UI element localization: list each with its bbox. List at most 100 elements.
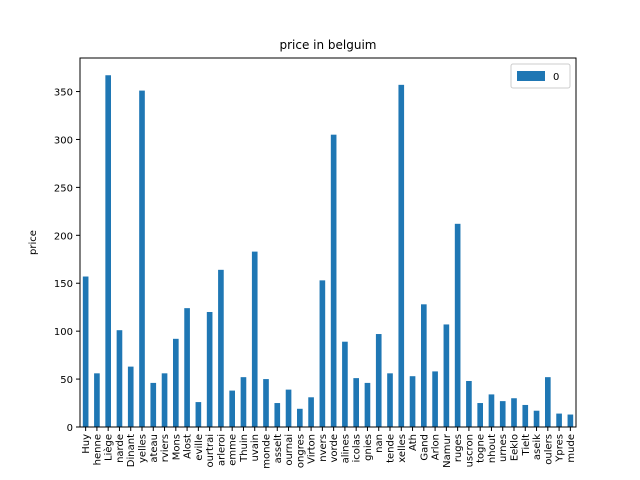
bar-24	[353, 378, 359, 427]
x-tick-label-3: narde	[115, 434, 126, 463]
x-tick-label-41: oulers	[543, 434, 554, 465]
bar-15	[251, 251, 258, 427]
bar-10	[195, 402, 202, 427]
bar-37	[499, 401, 506, 427]
bar-5	[139, 90, 145, 427]
x-tick-label-12: arleroi	[216, 434, 227, 466]
x-tick-label-23: alines	[340, 434, 351, 463]
x-tick-label-21: nvers	[318, 434, 329, 462]
y-tick-label-5: 250	[54, 183, 73, 194]
bar-2	[105, 75, 111, 427]
x-tick-label-43: mude	[566, 434, 577, 463]
x-tick-label-29: Ath	[408, 434, 419, 451]
bar-23	[342, 341, 348, 427]
bar-36	[488, 394, 495, 427]
x-tick-label-17: asselt	[273, 434, 284, 463]
x-tick-label-25: gnies	[363, 434, 374, 461]
x-tick-label-5: yelles	[138, 434, 149, 463]
legend-label: 0	[553, 72, 559, 83]
bar-33	[454, 223, 461, 427]
bar-34	[466, 380, 472, 427]
x-tick-label-9: Alost	[183, 434, 194, 459]
chart-title: price in belguim	[279, 38, 376, 52]
x-tick-label-4: Dinant	[126, 434, 137, 467]
x-tick-label-37: urnes	[498, 434, 509, 462]
bar-43	[567, 414, 574, 427]
y-tick-label-2: 100	[54, 327, 73, 338]
bar-25	[364, 382, 371, 427]
bar-38	[511, 398, 517, 427]
y-tick-label-3: 150	[54, 279, 73, 290]
x-tick-label-28: xelles	[397, 434, 408, 463]
y-tick-label-0: 0	[67, 423, 73, 434]
x-tick-label-7: rviers	[160, 434, 171, 462]
bar-26	[375, 334, 382, 427]
x-tick-label-35: togne	[476, 434, 487, 463]
bar-18	[285, 389, 292, 427]
bar-19	[297, 408, 303, 427]
legend: 0	[510, 63, 571, 89]
bar-39	[522, 404, 529, 427]
x-tick-label-8: Mons	[171, 434, 182, 460]
bar-6	[150, 382, 157, 427]
y-tick-label-7: 350	[54, 88, 73, 99]
plot-frame	[79, 57, 577, 428]
bar-4	[127, 366, 134, 427]
y-tick-label-4: 200	[54, 231, 73, 242]
bar-35	[477, 403, 483, 427]
x-tick-label-36: nhout	[487, 434, 498, 463]
bar-13	[229, 390, 235, 427]
y-tick-label-6: 300	[54, 135, 73, 146]
bar-14	[240, 377, 247, 427]
x-tick-label-31: Arlon	[431, 434, 442, 460]
x-tick-label-24: icolas	[352, 434, 363, 463]
bar-28	[398, 84, 405, 427]
bar-42	[556, 413, 562, 427]
bar-40	[533, 410, 540, 427]
x-tick-label-1: henne	[92, 434, 103, 465]
x-tick-label-39: Tielt	[521, 434, 532, 457]
bar-27	[387, 373, 393, 427]
x-tick-label-13: emme	[228, 434, 239, 466]
bar-32	[443, 324, 450, 427]
x-tick-label-22: vorde	[329, 434, 340, 462]
y-axis-label: price	[28, 230, 39, 255]
x-axis: Huy henne Liège narde Dinant yelles ateau rvier…	[81, 427, 577, 469]
bar-16	[263, 379, 269, 427]
bar-1	[94, 373, 100, 427]
bar-21	[319, 280, 326, 427]
x-tick-label-19: ongres	[295, 434, 306, 468]
x-tick-label-33: ruges	[453, 434, 464, 462]
x-tick-label-6: ateau	[149, 434, 160, 463]
x-tick-label-38: Eeklo	[510, 434, 521, 461]
x-tick-label-10: eville	[194, 434, 205, 461]
x-tick-label-20: Virton	[307, 434, 318, 464]
bar-31	[432, 371, 438, 427]
x-tick-label-15: uvain	[250, 434, 261, 462]
x-tick-label-34: uscron	[464, 434, 475, 467]
bar-9	[184, 308, 190, 427]
y-axis: 0 50 100 150 200 250 300 350	[54, 88, 80, 434]
bar-0	[82, 276, 89, 427]
x-tick-label-11: ourtrai	[205, 434, 216, 468]
bar-3	[116, 330, 123, 427]
bars-group	[82, 75, 574, 427]
bar-29	[409, 376, 416, 427]
bar-11	[206, 311, 213, 427]
x-tick-label-0: Huy	[81, 434, 92, 454]
bar-20	[308, 397, 314, 427]
bar-12	[218, 269, 224, 427]
x-tick-label-14: Thuin	[239, 434, 250, 463]
x-tick-label-32: Namur	[442, 433, 453, 468]
bar-8	[173, 338, 179, 427]
x-tick-label-27: tende	[386, 434, 397, 463]
x-tick-label-30: Gand	[419, 434, 430, 461]
x-tick-label-26: nan	[374, 434, 385, 453]
bar-41	[545, 377, 551, 427]
x-tick-label-40: aseik	[532, 434, 543, 460]
bar-22	[330, 134, 337, 427]
bar-30	[421, 304, 427, 427]
bar-17	[274, 403, 281, 427]
x-tick-label-18: ournai	[284, 434, 295, 466]
